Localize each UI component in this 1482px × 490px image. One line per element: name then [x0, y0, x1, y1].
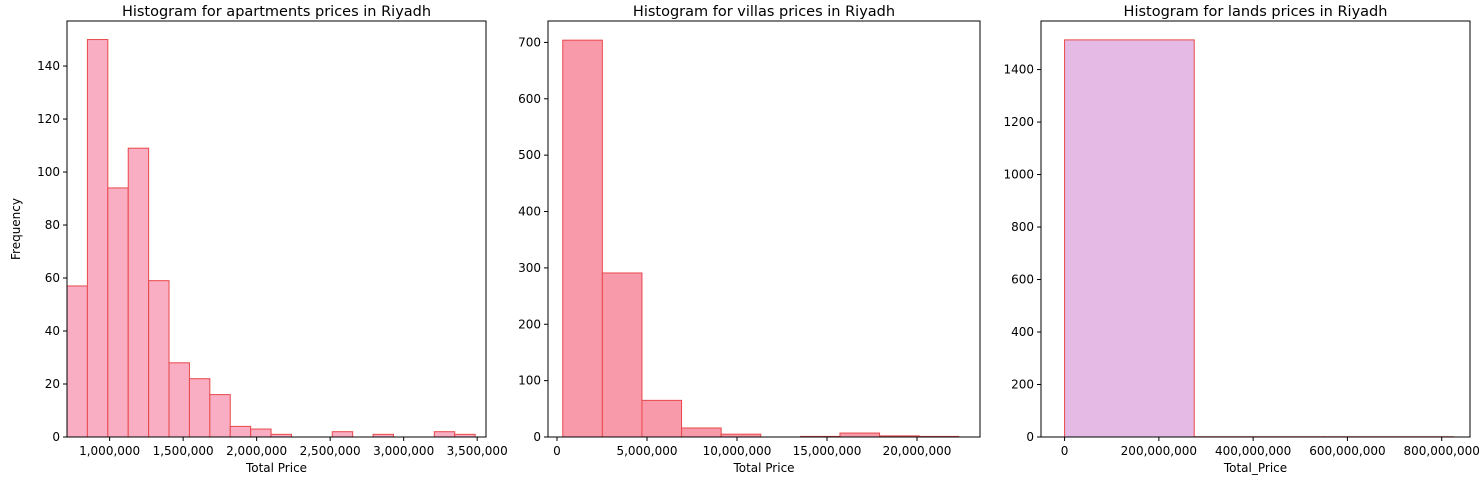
apartments-chart-title: Histogram for apartments prices in Riyad… — [122, 4, 431, 20]
villas-y-tick-label: 500 — [518, 148, 541, 162]
villas-y-tick-label: 700 — [518, 35, 541, 49]
apartments-y-tick-label: 40 — [45, 324, 60, 338]
lands-bar — [1064, 39, 1195, 438]
apartments-x-tick-label: 1,000,000 — [79, 444, 140, 458]
lands-x-tick-label: 0 — [1061, 444, 1069, 458]
lands-histogram-panel: Histogram for lands prices in Riyadh Tot… — [1003, 4, 1479, 475]
lands-chart-title: Histogram for lands prices in Riyadh — [1124, 4, 1388, 20]
apartments-x-axis-label: Total Price — [245, 461, 307, 475]
apartments-y-axis-label: Frequency — [9, 198, 23, 260]
apartments-plot-frame — [66, 20, 487, 438]
villas-y-tick-label: 0 — [533, 430, 541, 444]
lands-x-tick-label: 200,000,000 — [1121, 444, 1197, 458]
villas-x-tick-label: 10,000,000 — [703, 444, 772, 458]
apartments-y-tick-label: 80 — [45, 218, 60, 232]
apartments-y-tick-label: 60 — [45, 271, 60, 285]
villas-y-tick-label: 200 — [518, 317, 541, 331]
villas-bar — [641, 399, 683, 438]
lands-x-ticks: 0 200,000,000 400,000,000 600,000,000 800,00… — [1061, 437, 1480, 458]
apartments-y-ticks: 0 20 40 60 80 100 120 140 — [37, 59, 67, 444]
apartments-x-tick-label: 3,000,000 — [373, 444, 434, 458]
apartments-bar — [331, 431, 354, 438]
lands-y-tick-label: 800 — [1011, 220, 1034, 234]
lands-plot-frame — [1040, 20, 1471, 438]
lands-y-tick-label: 1200 — [1003, 115, 1034, 129]
villas-x-tick-label: 15,000,000 — [793, 444, 862, 458]
villas-x-axis-label: Total Price — [732, 461, 794, 475]
villas-plot-frame — [547, 20, 981, 438]
apartments-x-tick-label: 1,500,000 — [153, 444, 214, 458]
apartments-histogram-panel: Histogram for apartments prices in Riyad… — [9, 4, 508, 475]
villas-histogram-panel: Histogram for villas prices in Riyadh To… — [518, 4, 981, 475]
apartments-x-tick-label: 2,000,000 — [226, 444, 287, 458]
apartments-bar — [209, 394, 231, 438]
villas-y-tick-label: 100 — [518, 374, 541, 388]
lands-y-tick-label: 1400 — [1003, 63, 1034, 77]
lands-y-tick-label: 200 — [1011, 378, 1034, 392]
villas-chart-title: Histogram for villas prices in Riyadh — [633, 4, 895, 20]
villas-y-tick-label: 600 — [518, 92, 541, 106]
villas-y-tick-label: 300 — [518, 261, 541, 275]
villas-x-ticks: 0 5,000,000 10,000,000 15,000,000 20,000,000 — [553, 437, 951, 458]
apartments-bar — [168, 362, 190, 438]
villas-y-tick-label: 400 — [518, 205, 541, 219]
lands-y-tick-label: 400 — [1011, 325, 1034, 339]
apartments-y-tick-label: 100 — [37, 165, 60, 179]
apartments-bar — [433, 431, 456, 438]
lands-y-ticks: 0 200 400 600 800 1000 1200 1400 — [1003, 63, 1041, 444]
apartments-bar — [250, 428, 272, 438]
lands-y-tick-label: 600 — [1011, 273, 1034, 287]
apartments-y-tick-label: 120 — [37, 112, 60, 126]
villas-bar — [839, 432, 881, 438]
lands-y-tick-label: 1000 — [1003, 168, 1034, 182]
apartments-bar — [229, 425, 252, 438]
apartments-x-tick-label: 2,500,000 — [300, 444, 361, 458]
lands-x-tick-label: 400,000,000 — [1215, 444, 1291, 458]
apartments-bar — [66, 285, 88, 438]
apartments-y-tick-label: 20 — [45, 377, 60, 391]
villas-x-tick-label: 20,000,000 — [883, 444, 952, 458]
apartments-bar — [86, 39, 109, 438]
lands-x-tick-label: 800,000,000 — [1404, 444, 1480, 458]
villas-x-tick-label: 0 — [553, 444, 561, 458]
villas-bar — [562, 39, 603, 438]
lands-x-axis-label: Total_Price — [1223, 461, 1287, 475]
apartments-x-tick-label: 3,500,000 — [447, 444, 508, 458]
villas-y-ticks: 0 100 200 300 400 500 600 700 — [518, 35, 548, 444]
apartments-y-tick-label: 0 — [52, 430, 60, 444]
villas-bar — [601, 272, 643, 438]
lands-x-tick-label: 600,000,000 — [1309, 444, 1385, 458]
apartments-bar — [107, 187, 129, 438]
villas-bar — [681, 427, 722, 438]
apartments-y-tick-label: 140 — [37, 59, 60, 73]
lands-y-tick-label: 0 — [1026, 430, 1034, 444]
apartments-x-ticks: 1,000,000 1,500,000 2,000,000 2,500,000 3,00… — [79, 437, 508, 458]
apartments-bar — [188, 378, 211, 438]
apartments-bar — [148, 280, 170, 438]
apartments-bar — [127, 147, 150, 438]
villas-bars — [562, 39, 960, 438]
villas-x-tick-label: 5,000,000 — [616, 444, 677, 458]
